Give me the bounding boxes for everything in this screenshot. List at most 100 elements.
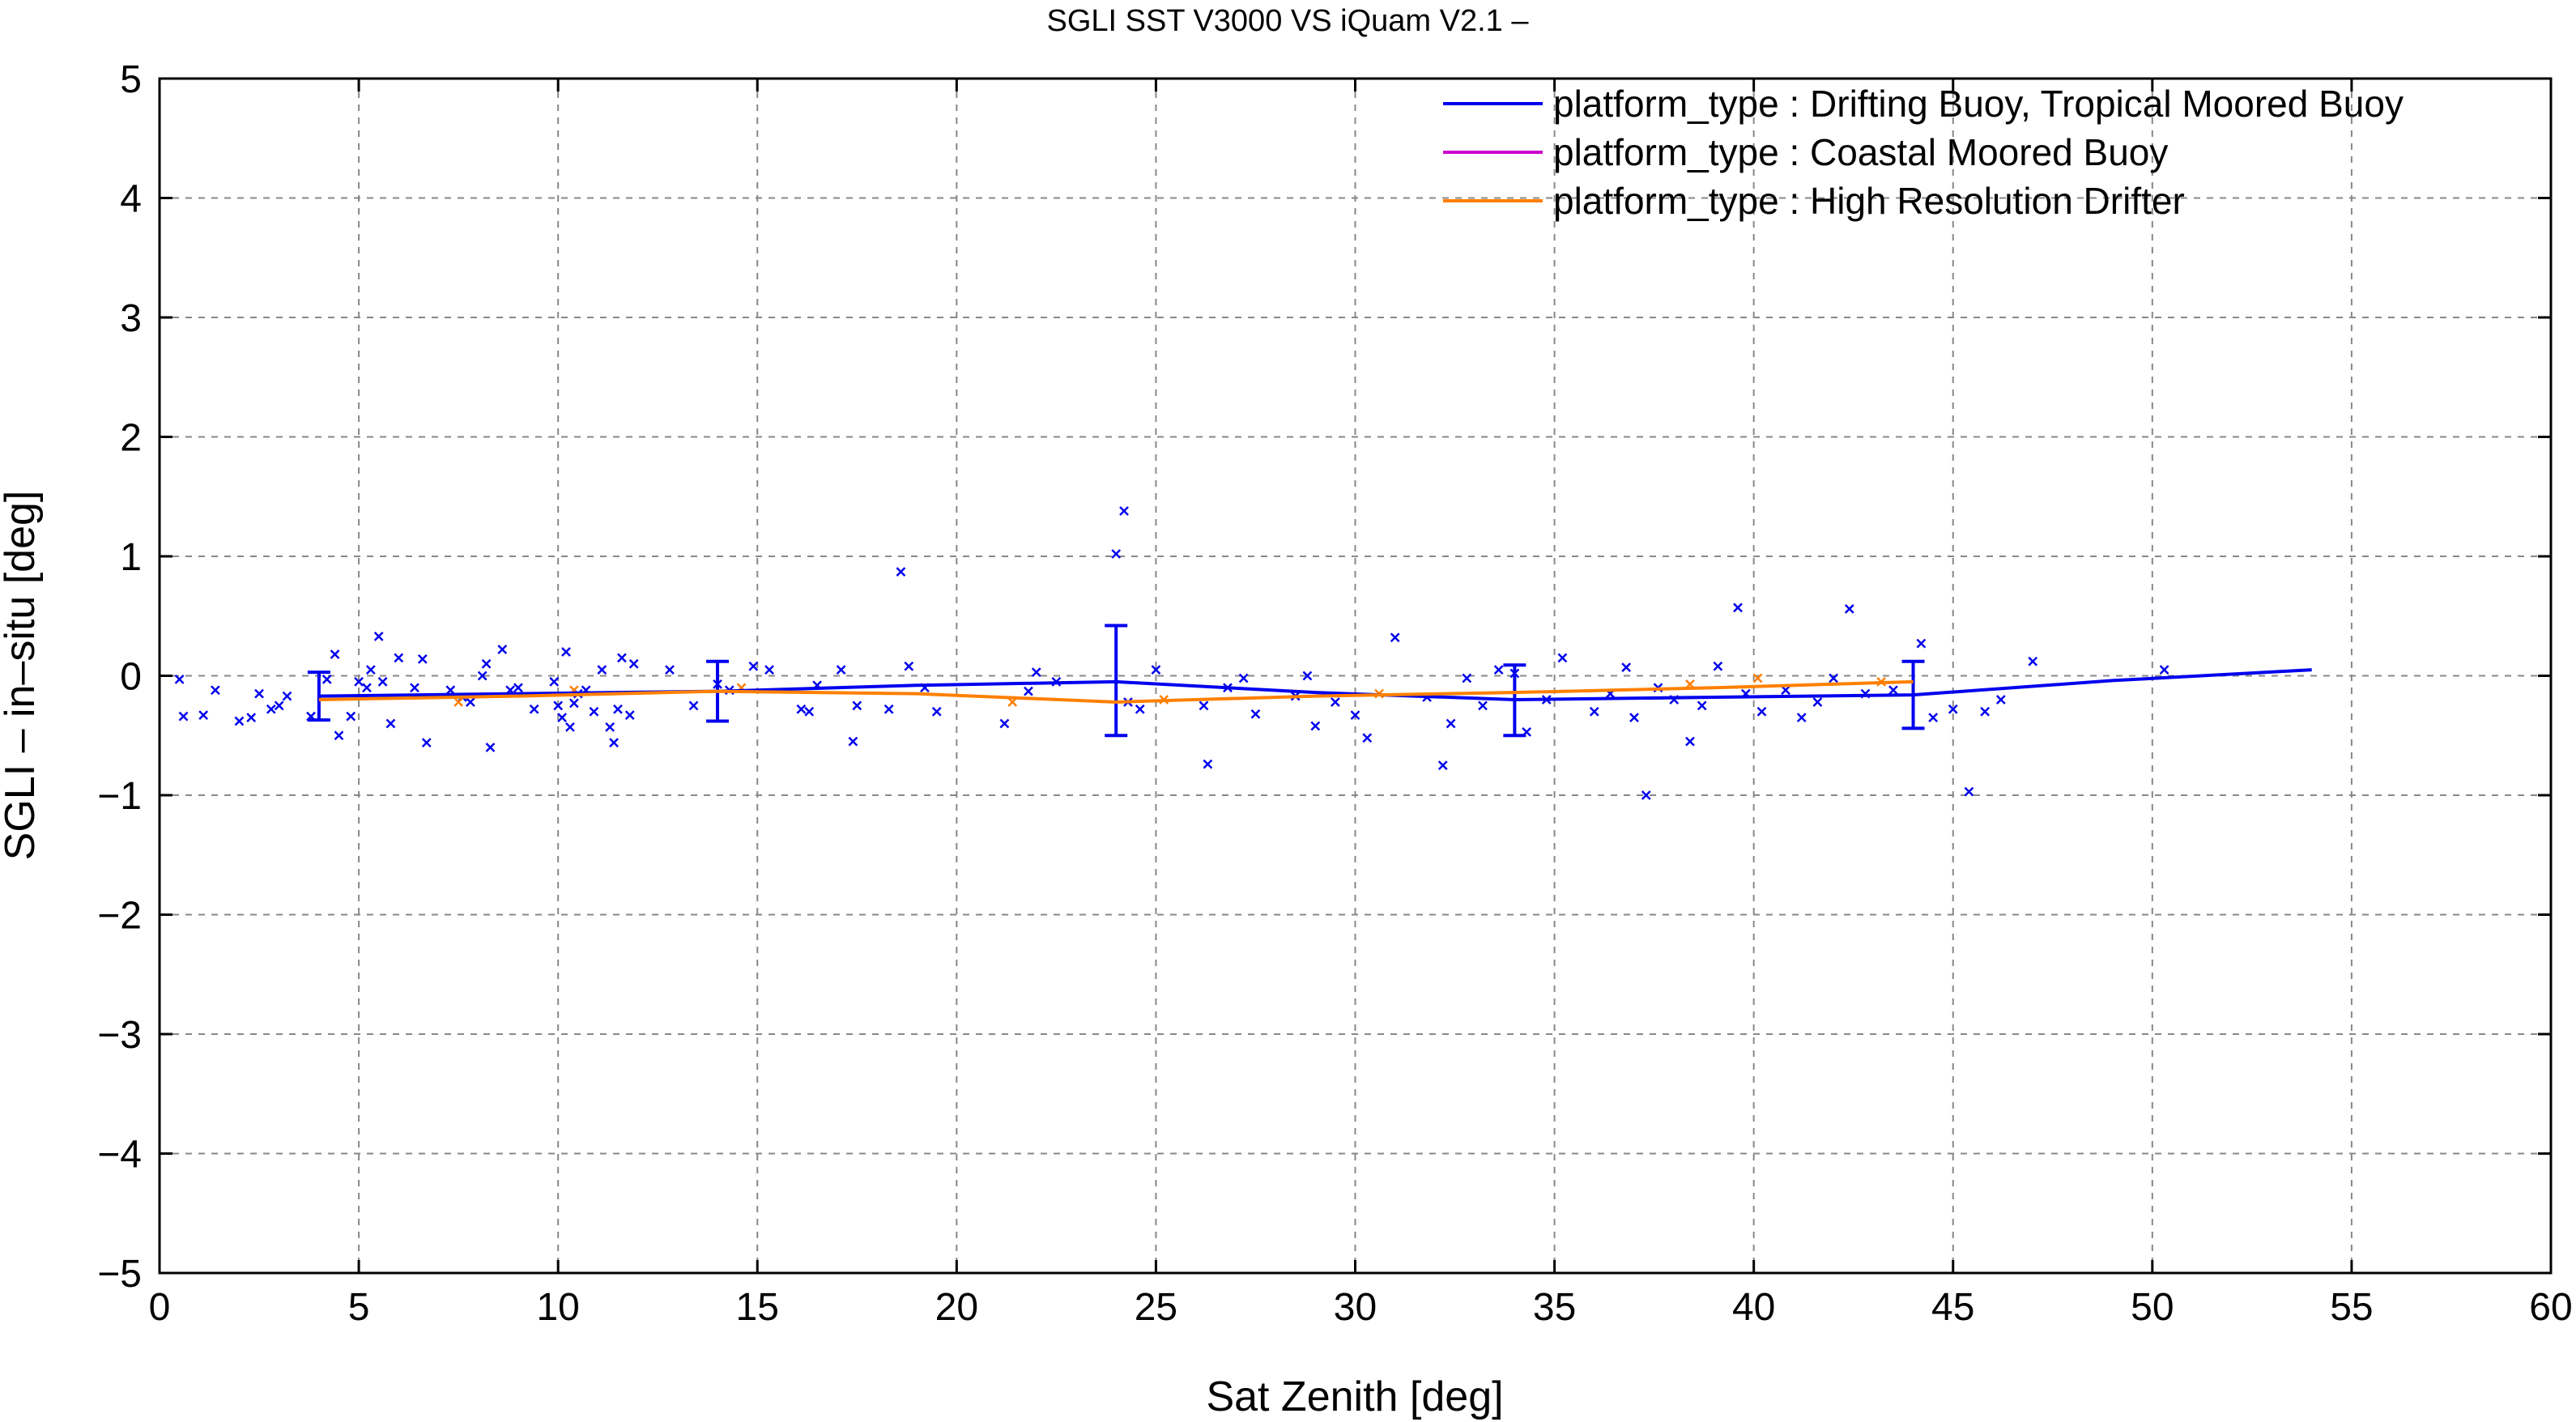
- scatter-point-stroke: [609, 738, 619, 747]
- scatter-point-stroke: [1888, 685, 1898, 696]
- x-tick-label: 25: [1135, 1286, 1177, 1329]
- y-tick-label: −1: [97, 775, 142, 818]
- scatter-point: [1733, 602, 1743, 613]
- x-tick-label: 30: [1334, 1286, 1377, 1329]
- scatter-point: [1362, 733, 1373, 743]
- scatter-point-stroke: [553, 700, 564, 711]
- scatter-point: [1493, 665, 1504, 675]
- x-tick-label: 15: [736, 1286, 779, 1329]
- scatter-point-stroke: [557, 713, 567, 723]
- scatter-point: [466, 697, 475, 707]
- scatter-point-stroke: [628, 658, 639, 669]
- scatter-point-stroke: [904, 661, 914, 671]
- scatter-point-stroke: [549, 676, 560, 687]
- scatter-point-stroke: [1462, 673, 1472, 683]
- scatter-point-stroke: [346, 711, 356, 722]
- chart-title: SGLI SST V3000 VS iQuam V2.1 –: [1047, 4, 1530, 38]
- scatter-point-stroke: [764, 665, 774, 675]
- scatter-point: [1796, 713, 1807, 723]
- legend-item: platform_type : High Resolution Drifter: [1443, 180, 2185, 222]
- scatter-point-stroke: [1829, 673, 1838, 683]
- scatter-point: [1437, 760, 1448, 771]
- scatter-point: [211, 685, 220, 696]
- legend-label: platform_type : Drifting Buoy, Tropical …: [1553, 83, 2404, 125]
- scatter-point-stroke: [1024, 686, 1033, 696]
- scatter-point-stroke: [1697, 700, 1707, 711]
- scatter-point-stroke: [174, 675, 185, 684]
- scatter-point: [1302, 671, 1313, 681]
- scatter-point-stroke: [330, 649, 340, 659]
- scatter-point: [1203, 759, 1213, 769]
- scatter-point-stroke: [1250, 709, 1261, 719]
- scatter-point: [477, 671, 488, 681]
- scatter-point-stroke: [1302, 671, 1313, 681]
- x-tick-label: 35: [1533, 1286, 1576, 1329]
- scatter-point-stroke: [884, 704, 894, 714]
- scatter-point-stroke: [1781, 685, 1790, 696]
- scatter-point-stroke: [665, 665, 675, 675]
- scatter-point: [553, 700, 564, 711]
- scatter-point: [624, 710, 635, 721]
- scatter-point-stroke: [417, 654, 428, 664]
- scatter-point-stroke: [410, 683, 419, 693]
- scatter-point: [354, 676, 364, 687]
- scatter-point: [1331, 697, 1340, 707]
- scatter-point: [1928, 713, 1939, 723]
- scatter-point: [1844, 604, 1854, 614]
- scatter-point: [174, 675, 185, 684]
- scatter-point: [453, 697, 464, 707]
- scatter-point: [904, 661, 914, 671]
- scatter-point: [1238, 673, 1249, 683]
- scatter-point: [1589, 706, 1599, 717]
- scatter-point-stroke: [2159, 665, 2169, 675]
- scatter-point: [274, 700, 284, 711]
- scatter-point: [1829, 673, 1838, 683]
- scatter-point-stroke: [1733, 602, 1743, 613]
- error-bar: [1901, 659, 1925, 730]
- scatter-point: [613, 704, 623, 714]
- scatter-point: [999, 718, 1010, 729]
- scatter-point-stroke: [477, 671, 488, 681]
- scatter-point: [513, 683, 523, 693]
- scatter-point: [896, 567, 906, 577]
- scatter-point-stroke: [1493, 665, 1504, 675]
- x-tick-label: 60: [2529, 1286, 2572, 1329]
- scatter-point-stroke: [466, 697, 475, 707]
- legend: platform_type : Drifting Buoy, Tropical …: [1443, 83, 2404, 222]
- x-tick-label: 50: [2131, 1286, 2174, 1329]
- scatter-point-stroke: [178, 711, 189, 722]
- scatter-point: [1812, 697, 1823, 707]
- scatter-point-stroke: [1844, 604, 1854, 614]
- scatter-point: [1752, 673, 1763, 683]
- scatter-point: [321, 675, 332, 684]
- scatter-point-stroke: [597, 665, 607, 675]
- scatter-point-stroke: [852, 700, 862, 711]
- scatter-point-stroke: [1203, 759, 1213, 769]
- scatter-point: [2159, 665, 2169, 675]
- x-tick-label: 45: [1931, 1286, 1974, 1329]
- scatter-point: [688, 700, 699, 711]
- scatter-point-stroke: [896, 567, 906, 577]
- scatter-point: [1350, 710, 1360, 721]
- scatter-point: [346, 711, 356, 722]
- scatter-point: [421, 738, 432, 747]
- scatter-point: [561, 647, 571, 657]
- scatter-point: [605, 722, 615, 732]
- scatter-point: [1995, 695, 2006, 705]
- scatter-point: [365, 665, 376, 675]
- scatter-point: [198, 710, 209, 721]
- scatter-point: [1151, 665, 1161, 675]
- scatter-point-stroke: [1310, 721, 1321, 731]
- error-bar: [1503, 663, 1526, 738]
- scatter-point: [796, 704, 807, 714]
- scatter-point-stroke: [282, 691, 292, 701]
- scatter-point: [848, 736, 858, 747]
- scatter-point-stroke: [1031, 667, 1041, 677]
- scatter-point: [394, 653, 404, 663]
- scatter-point-stroke: [1589, 706, 1599, 717]
- scatter-point-stroke: [254, 688, 264, 699]
- scatter-point: [1119, 506, 1129, 516]
- scatter-point-stroke: [624, 710, 635, 721]
- scatter-point-stroke: [1557, 653, 1568, 663]
